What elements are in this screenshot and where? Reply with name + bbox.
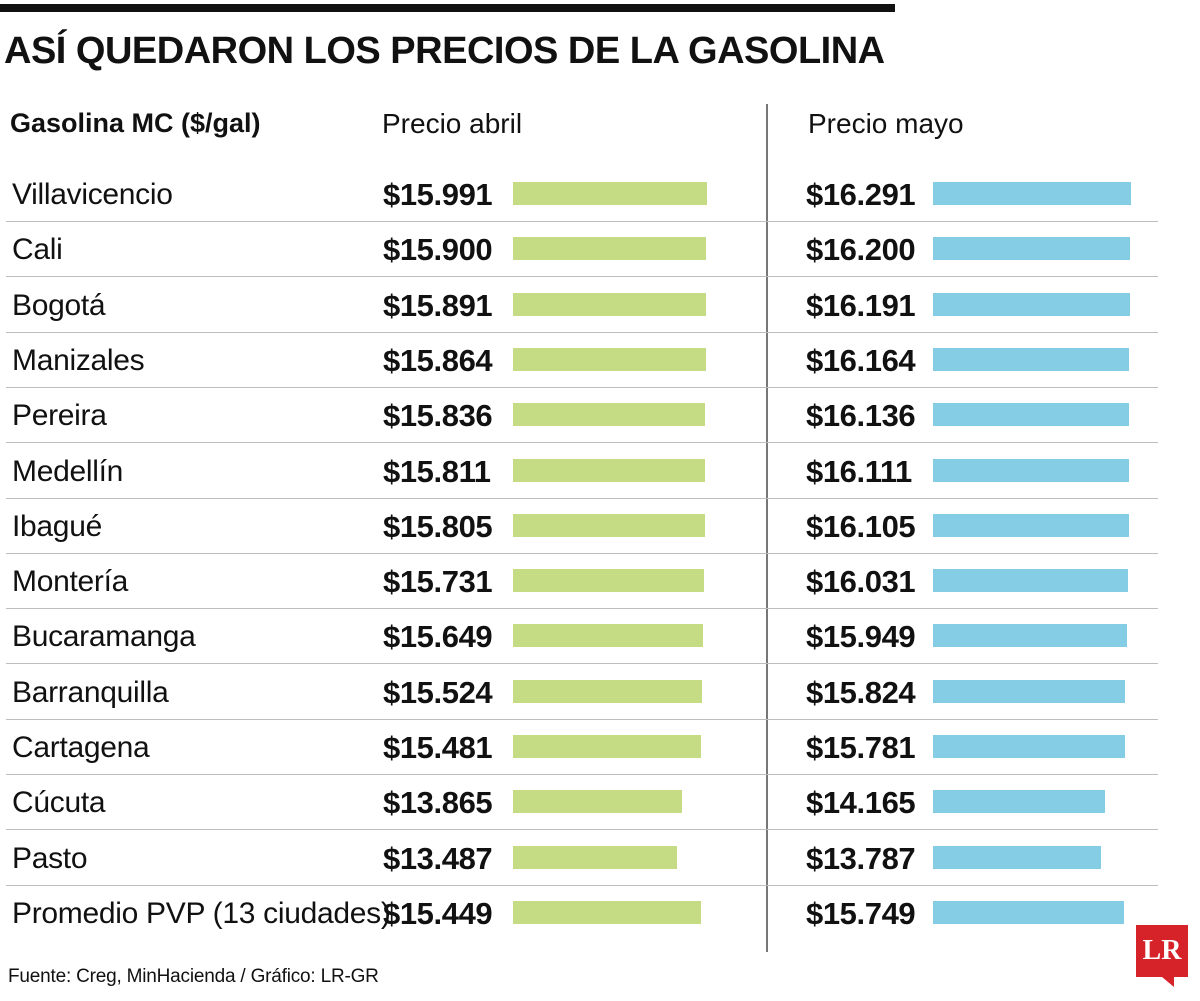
row-separator [6, 774, 1158, 775]
city-label: Cartagena [12, 731, 150, 764]
price-label-april: $15.524 [383, 674, 493, 710]
bar-may [933, 237, 1130, 261]
bar-april [513, 237, 706, 261]
bar-april [513, 569, 704, 593]
price-label-may: $15.749 [806, 895, 916, 931]
price-label-april: $15.836 [383, 398, 493, 434]
price-label-may: $16.136 [806, 398, 916, 434]
bar-april [513, 513, 705, 537]
bar-april [513, 292, 706, 316]
price-label-april: $13.487 [383, 840, 493, 876]
top-rule [0, 4, 895, 12]
city-label: Promedio PVP (13 ciudades) [12, 896, 391, 930]
bar-may [933, 182, 1131, 205]
bar-april [513, 735, 701, 758]
bar-may [933, 900, 1124, 924]
bar-april [513, 403, 705, 427]
bar-may [933, 347, 1129, 371]
city-label: Manizales [12, 343, 145, 377]
price-label-may: $16.111 [806, 453, 912, 489]
series-header-may: Precio mayo [808, 108, 964, 139]
column-divider [766, 104, 768, 952]
city-label: Ibagué [12, 509, 102, 543]
bar-may [933, 845, 1101, 869]
price-label-may: $16.191 [806, 287, 916, 323]
price-label-april: $15.731 [383, 564, 493, 600]
bar-may [933, 292, 1130, 316]
price-label-april: $15.900 [383, 232, 493, 268]
price-label-may: $13.787 [806, 840, 916, 876]
source-note: Fuente: Creg, MinHacienda / Gráfico: LR-… [8, 966, 379, 987]
price-label-april: $15.811 [383, 453, 491, 489]
row-separator [6, 884, 1158, 886]
price-label-may: $16.105 [806, 508, 916, 544]
price-label-may: $14.165 [806, 785, 916, 821]
row-separator [6, 829, 1158, 831]
bar-april [513, 347, 706, 371]
price-label-may: $16.164 [806, 342, 916, 378]
row-separator [6, 608, 1158, 610]
row-separator [6, 718, 1158, 720]
price-label-may: $15.949 [806, 619, 916, 655]
bar-may [933, 458, 1129, 482]
price-label-april: $15.891 [383, 287, 493, 323]
row-separator [6, 442, 1158, 444]
city-label: Montería [12, 565, 128, 599]
row-separator [6, 552, 1158, 554]
city-label: Bucaramanga [12, 620, 196, 654]
price-label-april: $15.449 [383, 895, 493, 931]
row-separator [6, 276, 1158, 278]
bar-may [933, 624, 1127, 648]
price-label-may: $16.031 [806, 564, 916, 600]
price-label-april: $15.481 [383, 730, 493, 765]
city-label: Barranquilla [12, 675, 169, 709]
row-separator [6, 221, 1158, 222]
price-label-april: $15.649 [383, 619, 493, 655]
city-label: Pereira [12, 399, 107, 433]
bar-april [513, 679, 702, 703]
bar-april [513, 900, 701, 924]
price-label-may: $15.824 [806, 674, 916, 710]
series-header-april: Precio abril [382, 108, 523, 139]
bar-may [933, 569, 1128, 593]
row-separator [6, 331, 1158, 333]
price-label-april: $15.991 [383, 177, 493, 212]
bar-april [513, 790, 682, 814]
price-label-april: $15.805 [383, 508, 493, 544]
price-label-may: $16.200 [806, 232, 916, 268]
price-label-april: $13.865 [383, 785, 493, 821]
bar-april [513, 458, 705, 482]
city-label: Cúcuta [12, 786, 106, 820]
bar-may [933, 735, 1125, 758]
price-label-april: $15.864 [383, 342, 493, 378]
bar-april [513, 845, 677, 869]
lr-logo-tail [1162, 977, 1174, 987]
bar-april [513, 182, 707, 205]
bar-april [513, 624, 703, 648]
row-header: Gasolina MC ($/gal) [10, 108, 261, 138]
row-separator [6, 663, 1158, 665]
row-separator [6, 497, 1158, 499]
city-label: Pasto [12, 841, 88, 875]
price-label-may: $15.781 [806, 730, 916, 765]
city-label: Medellín [12, 454, 123, 488]
bar-may [933, 513, 1129, 537]
bar-may [933, 403, 1129, 427]
city-label: Bogotá [12, 288, 106, 322]
row-separator [6, 386, 1158, 388]
chart-title: ASÍ QUEDARON LOS PRECIOS DE LA GASOLINA [4, 30, 885, 72]
bar-may [933, 679, 1125, 703]
city-label: Villavicencio [12, 178, 173, 211]
lr-logo: LR [1136, 925, 1188, 977]
price-label-may: $16.291 [806, 177, 916, 212]
bar-may [933, 790, 1105, 814]
city-label: Cali [12, 233, 63, 267]
